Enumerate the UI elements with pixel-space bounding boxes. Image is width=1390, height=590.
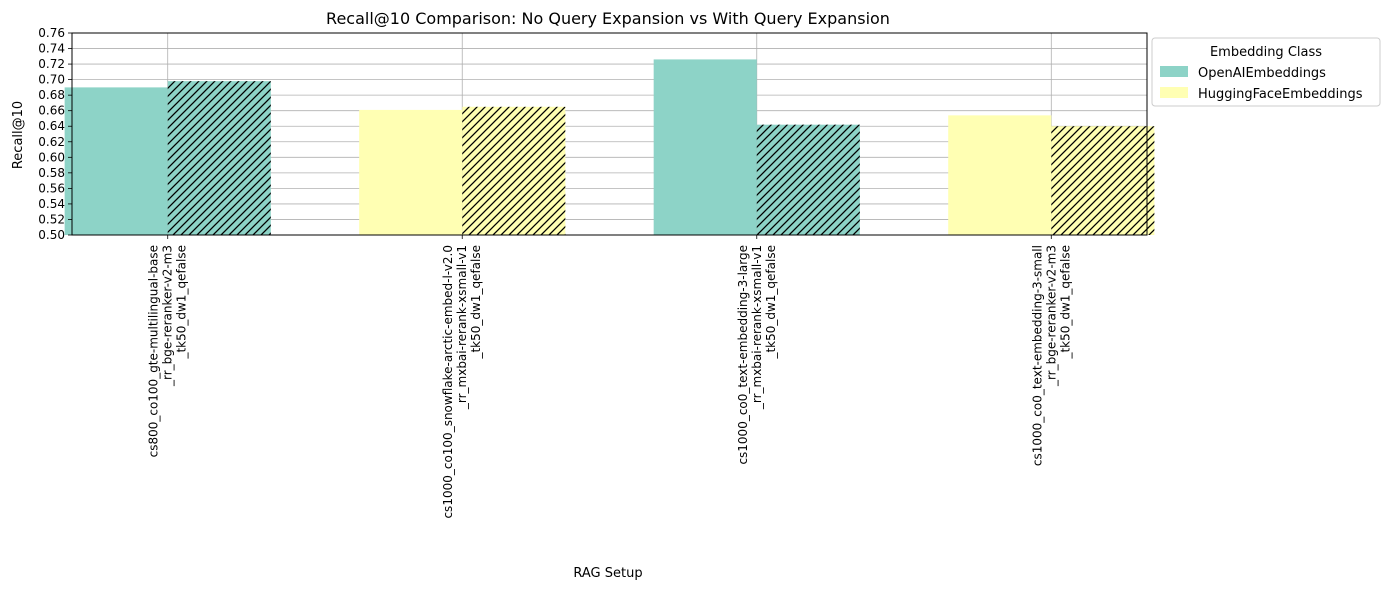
y-tick-label: 0.72 (38, 57, 65, 71)
legend-title: Embedding Class (1210, 45, 1322, 60)
x-tick-label: _rr_bge-reranker-v2-m3 (161, 245, 175, 387)
x-tick-label: cs800_co100_gte-multilingual-base (147, 245, 161, 457)
x-tick-label: _tk50_dw1_qefalse (1058, 245, 1072, 360)
y-tick-label: 0.60 (38, 150, 65, 164)
bars (64, 59, 1155, 236)
y-axis-label: Recall@10 (11, 101, 26, 169)
y-tick-label: 0.52 (38, 212, 65, 226)
x-tick-label: _rr_mxbai-rerank-xsmall-v1 (750, 245, 764, 410)
y-tick-label: 0.56 (38, 181, 65, 195)
plot-frame (71, 32, 1148, 236)
y-tick-label: 0.76 (38, 26, 65, 40)
x-tick-label: _tk50_dw1_qefalse (469, 245, 483, 360)
bar-no-expansion (653, 59, 757, 235)
x-tick-label: cs1000_co0_text-embedding-3-large (736, 245, 750, 465)
y-axis-ticks: 0.50 0.520.54 0.560.58 0.600.62 0.640.66 0.68… (38, 26, 72, 242)
y-tick-label: 0.66 (38, 104, 65, 118)
legend-label-openai: OpenAIEmbeddings (1198, 66, 1326, 81)
x-tick-label: _rr_bge-reranker-v2-m3 (1044, 245, 1058, 387)
bar-hatch (462, 106, 566, 235)
chart-title: Recall@10 Comparison: No Query Expansion… (326, 9, 890, 28)
bar-no-expansion (359, 109, 463, 235)
legend-label-huggingface: HuggingFaceEmbeddings (1198, 87, 1363, 102)
legend-frame (1151, 37, 1381, 107)
bar-hatch (167, 81, 271, 236)
x-tick-label: _tk50_dw1_qefalse (175, 245, 189, 360)
x-axis-label: RAG Setup (573, 566, 642, 581)
legend-swatch-huggingface (1160, 87, 1188, 98)
x-tick-label: _tk50_dw1_qefalse (764, 245, 778, 360)
y-tick-label: 0.62 (38, 135, 65, 149)
y-tick-label: 0.74 (38, 42, 65, 56)
x-tick-label: cs1000_co0_text-embedding-3-small (1030, 245, 1044, 466)
y-tick-label: 0.64 (38, 119, 65, 133)
x-axis-ticks: cs800_co100_gte-multilingual-base _rr_bge… (147, 235, 1072, 519)
y-tick-label: 0.68 (38, 88, 65, 102)
x-tick-label: cs1000_co100_snowflake-arctic-embed-l-v2… (441, 245, 455, 519)
x-tick-label: _rr_mxbai-rerank-xsmall-v1 (455, 245, 469, 410)
bar-no-expansion (64, 87, 168, 235)
y-tick-label: 0.54 (38, 197, 65, 211)
legend-swatch-openai (1160, 66, 1188, 77)
y-tick-label: 0.70 (38, 73, 65, 87)
y-tick-label: 0.58 (38, 166, 65, 180)
y-tick-label: 0.50 (38, 228, 65, 242)
bar-hatch (756, 124, 860, 235)
bar-hatch (1051, 126, 1155, 235)
legend: Embedding Class OpenAIEmbeddings Hugging… (1151, 37, 1381, 107)
bar-no-expansion (948, 115, 1052, 235)
